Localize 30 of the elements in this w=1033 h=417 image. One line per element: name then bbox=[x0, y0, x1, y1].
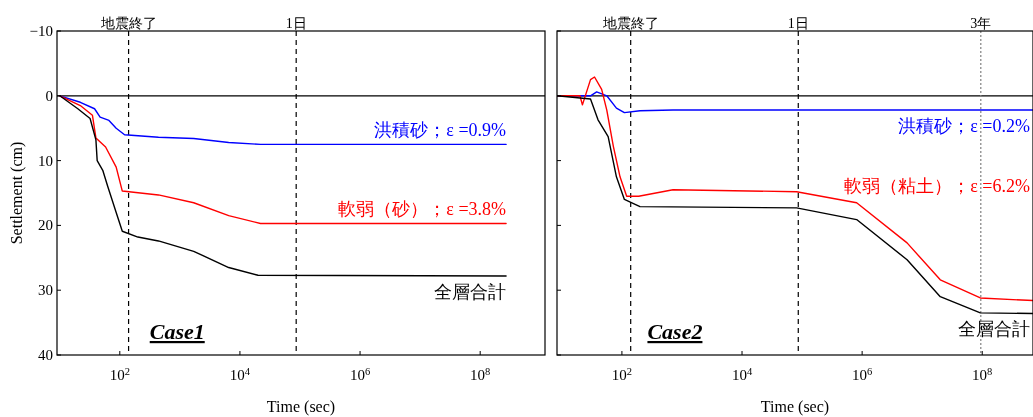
y-tick-label: 20 bbox=[38, 217, 53, 234]
ref-line-label: 地震終了 bbox=[601, 16, 659, 31]
x-tick-label: 10$^{4}$ bbox=[229, 365, 251, 383]
series-label: 洪積砂；ε =0.2% bbox=[898, 116, 1030, 137]
series-label: 全層合計 bbox=[958, 319, 1030, 340]
x-tick-label: 10$^{6}$ bbox=[852, 365, 873, 383]
series-label: 軟弱（粘土）；ε =6.2% bbox=[844, 176, 1030, 197]
text: Case1 bbox=[149, 319, 205, 344]
y-tick-label: 40 bbox=[38, 347, 53, 363]
x-tick-label: 10$^{6}$ bbox=[349, 365, 371, 383]
ref-line-label: 地震終了 bbox=[99, 16, 157, 31]
y-tick-label: 10 bbox=[38, 152, 53, 169]
series-label: 軟弱（砂）；ε =3.8% bbox=[338, 199, 507, 220]
y-tick-label: 0 bbox=[45, 87, 53, 104]
x-tick-label: 10$^{2}$ bbox=[611, 365, 633, 383]
x-axis-title: Time (sec) bbox=[266, 398, 336, 416]
y-tick-label: −10 bbox=[29, 23, 53, 39]
x-tick-label: 10$^{8}$ bbox=[972, 365, 993, 383]
x-axis-title: Time (sec) bbox=[760, 398, 830, 416]
series-label: 全層合計 bbox=[434, 281, 507, 302]
ref-line-label: 1日 bbox=[285, 16, 307, 31]
x-tick-label: 10$^{2}$ bbox=[109, 365, 130, 383]
text: Case2 bbox=[647, 319, 703, 344]
ref-line-label: 3年 bbox=[970, 16, 992, 31]
y-tick-label: 30 bbox=[38, 282, 53, 299]
series-label: 洪積砂；ε =0.9% bbox=[374, 120, 507, 141]
ref-line-label: 1日 bbox=[787, 16, 809, 31]
x-tick-label: 10$^{8}$ bbox=[470, 365, 491, 383]
x-tick-label: 10$^{4}$ bbox=[731, 365, 753, 383]
y-axis-title: Settlement (cm) bbox=[8, 141, 26, 245]
